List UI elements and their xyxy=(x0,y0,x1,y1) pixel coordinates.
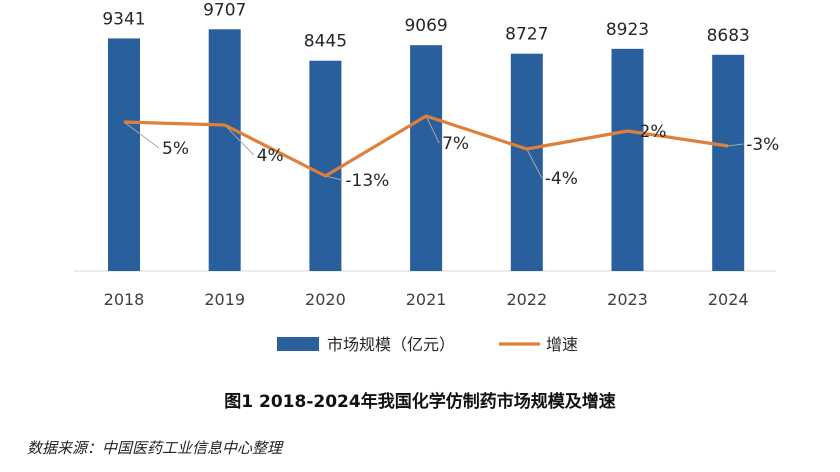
legend-line-label: 增速 xyxy=(546,335,578,354)
x-tick-2020: 2020 xyxy=(305,290,346,309)
leader-line-2020 xyxy=(325,175,343,181)
bar-2023 xyxy=(611,48,644,272)
x-tick-2019: 2019 xyxy=(204,290,245,309)
growth-label-2018: 5% xyxy=(162,139,189,159)
x-tick-2021: 2021 xyxy=(406,290,447,309)
bar-2021 xyxy=(410,45,443,271)
x-tick-2022: 2022 xyxy=(506,290,547,309)
legend: 市场规模（亿元） 增速 xyxy=(277,335,578,354)
legend-bar-label: 市场规模（亿元） xyxy=(327,335,455,354)
x-tick-2023: 2023 xyxy=(607,290,648,309)
bar-value-label-2019: 9707 xyxy=(203,0,246,20)
leader-line-2018 xyxy=(123,121,160,149)
bar-2019 xyxy=(208,29,241,271)
x-tick-2018: 2018 xyxy=(104,290,145,309)
bar-2024 xyxy=(712,54,745,271)
data-source-note: 数据来源：中国医药工业信息中心整理 xyxy=(27,439,283,457)
growth-label-2021: 7% xyxy=(442,134,469,154)
growth-label-2023: 2% xyxy=(640,122,667,142)
bar-2018 xyxy=(108,38,140,271)
bar-value-label-2021: 9069 xyxy=(404,16,447,36)
legend-bar-swatch xyxy=(277,337,319,351)
growth-label-2019: 4% xyxy=(257,146,284,166)
growth-label-2020: -13% xyxy=(345,171,389,191)
leader-line-2022 xyxy=(526,148,543,179)
growth-label-2022: -4% xyxy=(545,169,578,189)
bar-value-label-2024: 8683 xyxy=(707,26,750,46)
growth-labels-group: 5% 4% -13% 7% -4% 2% -3% xyxy=(162,122,779,191)
bars-group xyxy=(108,29,745,272)
figure-caption: 图1 2018-2024年我国化学仿制药市场规模及增速 xyxy=(224,392,616,412)
bar-value-label-2018: 9341 xyxy=(102,9,145,29)
bar-value-label-2023: 8923 xyxy=(606,20,649,40)
bar-2020 xyxy=(309,60,342,272)
leader-line-2024 xyxy=(728,143,744,147)
leader-line-2021 xyxy=(425,115,440,144)
x-tick-labels-group: 2018 2019 2020 2021 2022 2023 2024 xyxy=(104,290,749,309)
growth-label-2024: -3% xyxy=(746,135,779,155)
bar-value-label-2022: 8727 xyxy=(505,25,548,45)
x-tick-2024: 2024 xyxy=(708,290,749,309)
bar-2022 xyxy=(510,53,543,272)
leader-line-2019 xyxy=(224,124,255,156)
value-labels-group: 9341 9707 8445 9069 8727 8923 8683 xyxy=(102,0,749,51)
growth-line xyxy=(123,114,729,178)
bar-value-label-2020: 8445 xyxy=(304,32,347,52)
